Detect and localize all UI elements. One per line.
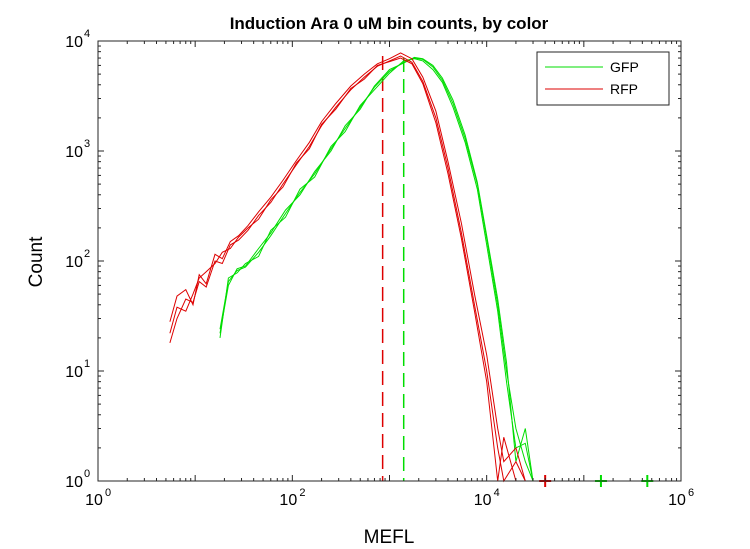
x-tick-label-1: 10	[279, 492, 297, 509]
gfp-legend-label: GFP	[610, 59, 639, 75]
rfp-replicate-2-line	[169, 52, 526, 482]
chart-title: Induction Ara 0 uM bin counts, by color	[230, 14, 549, 33]
y-tick-label-3: 10	[65, 144, 83, 161]
x-tick-exponent-2: 4	[494, 487, 500, 499]
y-tick-exponent-1: 1	[84, 358, 90, 370]
axis-ticks: 10 0 10 2 10 4 10 610 010 110 210 310 4	[65, 28, 694, 509]
x-tick-label-3: 10	[668, 492, 686, 509]
y-tick-label-2: 10	[65, 254, 83, 271]
rfp-legend-label: RFP	[610, 81, 638, 97]
y-tick-label-0: 10	[65, 474, 83, 491]
rfp-replicate-3-line	[169, 57, 526, 482]
y-tick-exponent-3: 3	[84, 138, 90, 150]
x-tick-exponent-3: 6	[688, 487, 694, 499]
x-tick-exponent-1: 2	[299, 487, 305, 499]
x-tick-label-2: 10	[474, 492, 492, 509]
y-tick-label-1: 10	[65, 364, 83, 381]
y-axis-label: Count	[26, 236, 47, 287]
gfp-replicate-2-line	[219, 58, 534, 482]
y-tick-label-4: 10	[65, 34, 83, 51]
x-axis-label: MEFL	[364, 527, 415, 548]
y-tick-exponent-4: 4	[84, 28, 90, 40]
x-tick-exponent-0: 0	[105, 487, 111, 499]
y-tick-exponent-2: 2	[84, 248, 90, 260]
y-tick-exponent-0: 0	[84, 468, 90, 480]
legend: GFP RFP	[536, 51, 670, 106]
x-tick-label-0: 10	[85, 492, 103, 509]
legend-box	[536, 51, 670, 106]
gfp-replicate-3-line	[219, 56, 534, 482]
